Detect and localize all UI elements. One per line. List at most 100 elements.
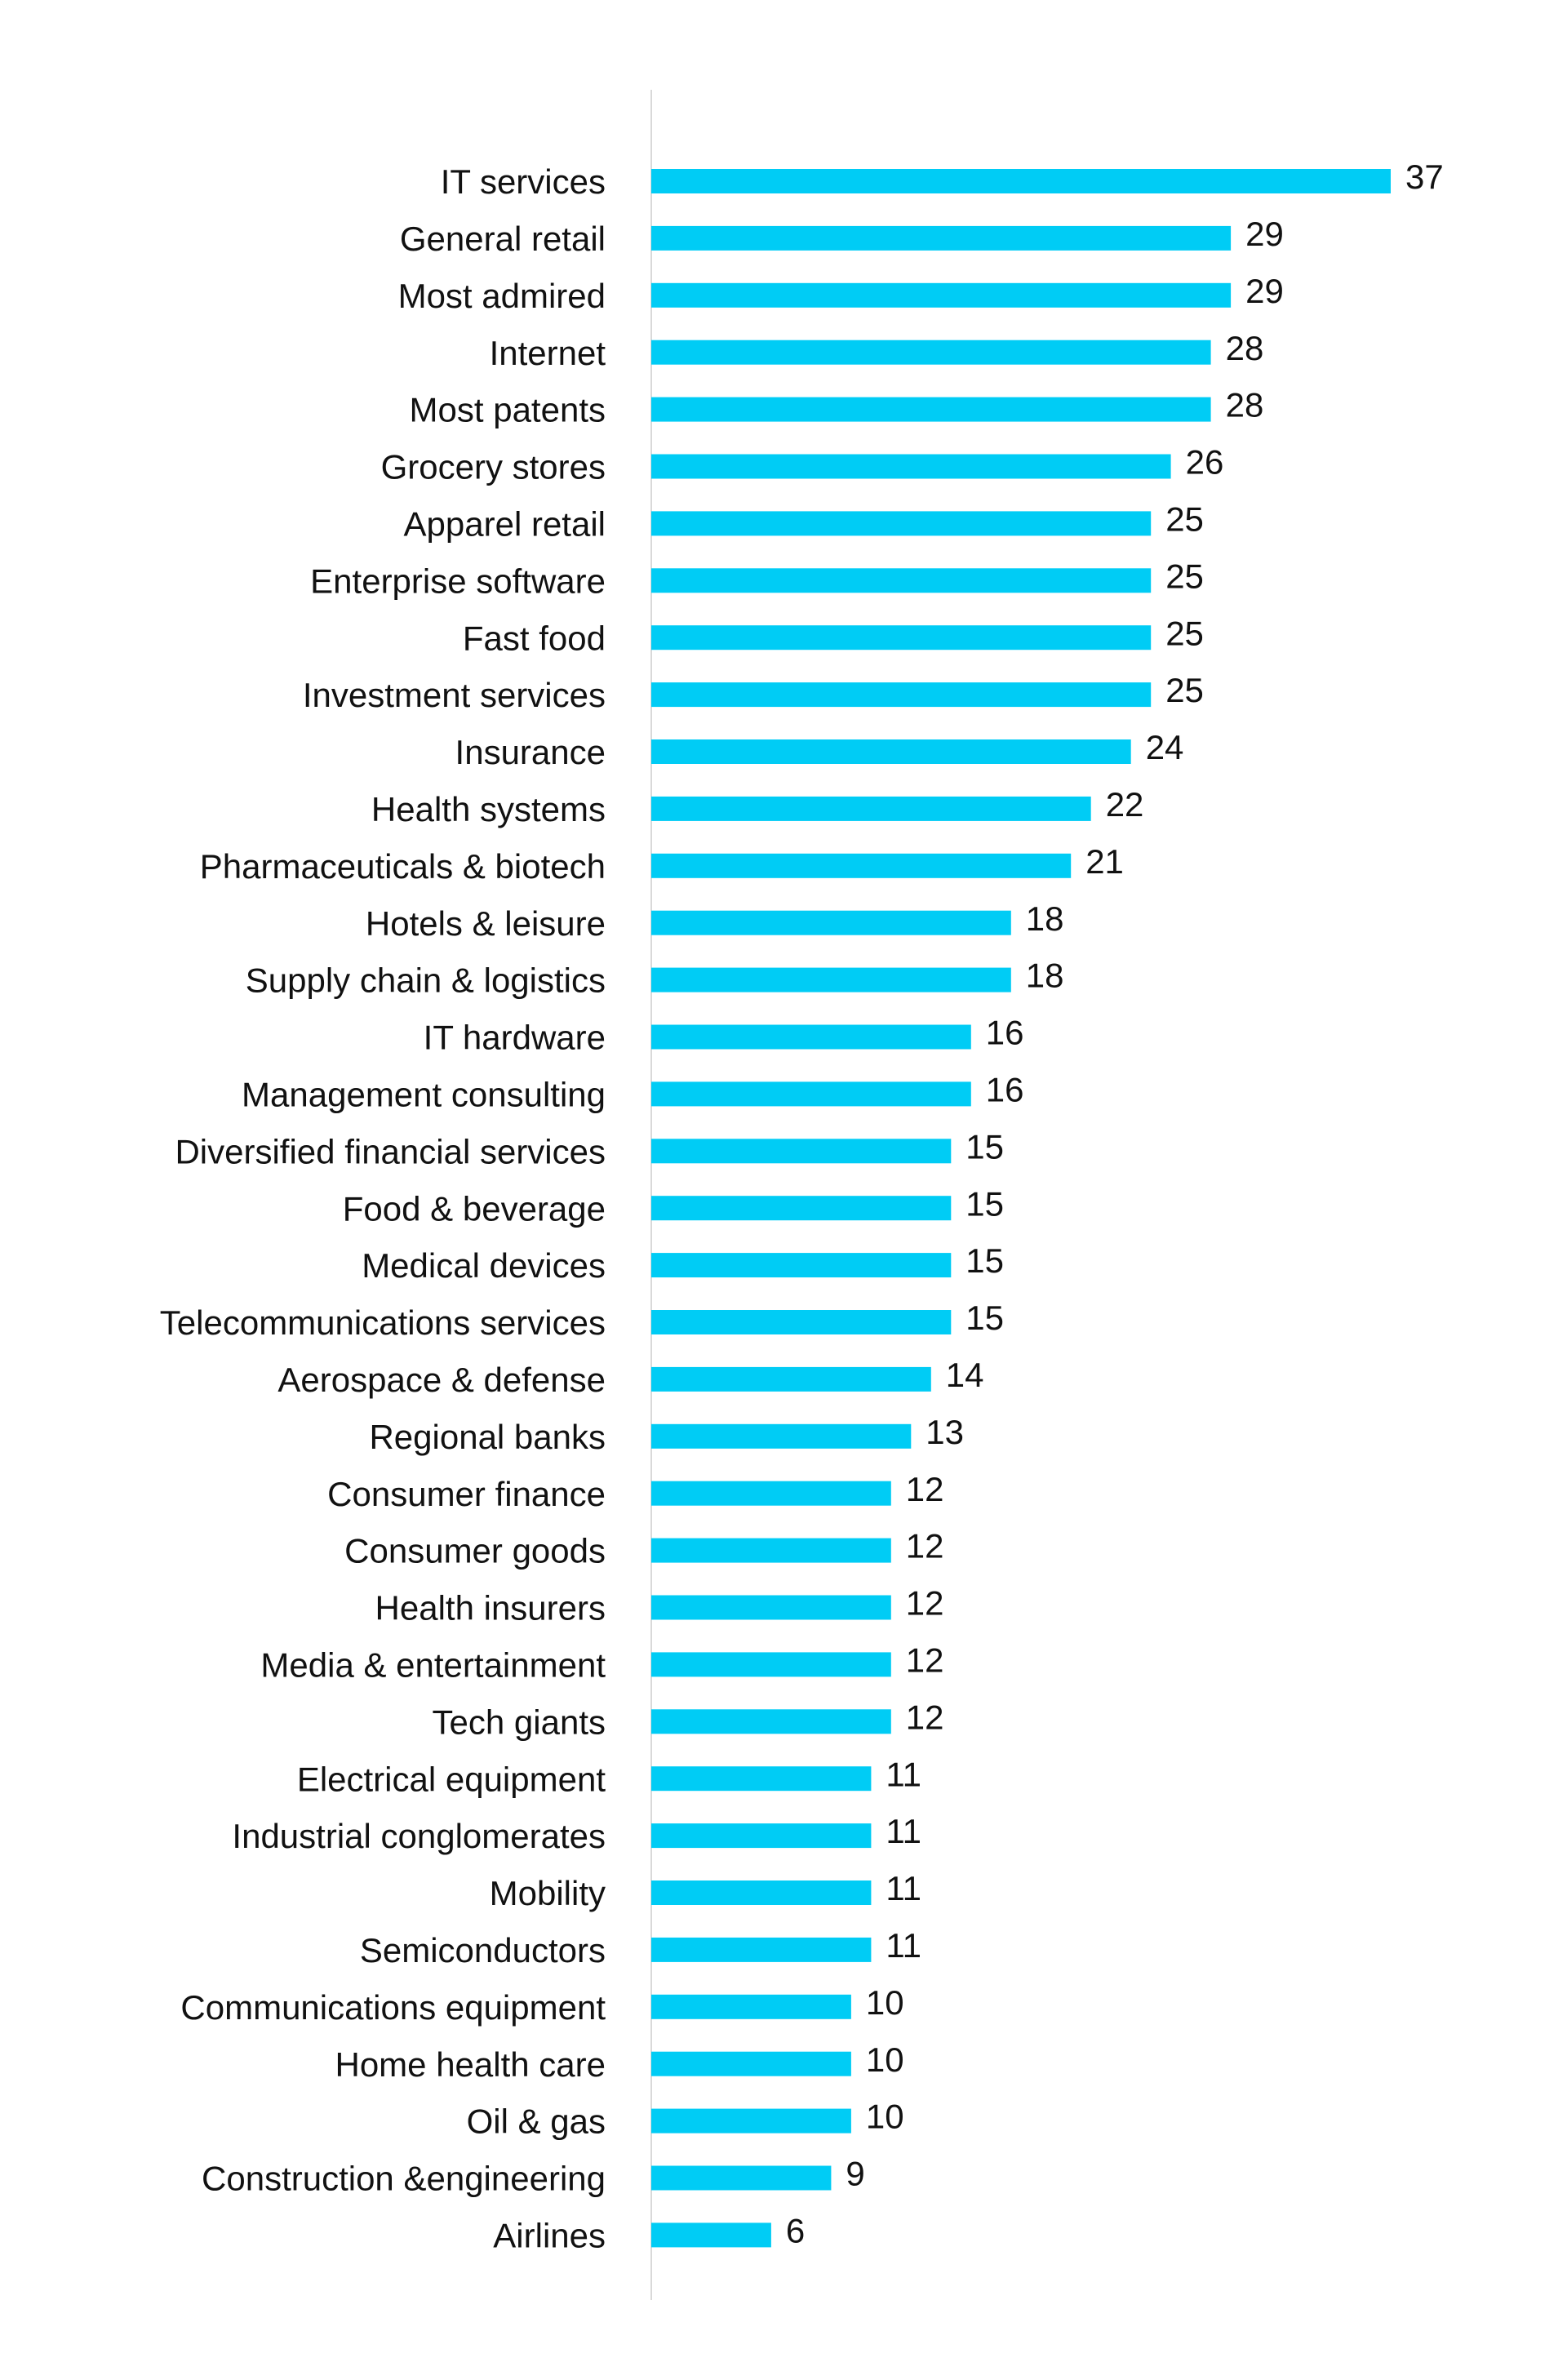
- value-label: 16: [986, 1070, 1024, 1108]
- bar: [651, 625, 1152, 651]
- value-label: 11: [886, 1812, 921, 1850]
- value-label: 11: [886, 1755, 921, 1793]
- value-label: 29: [1245, 215, 1284, 253]
- bar: [651, 2165, 832, 2191]
- value-label: 26: [1186, 443, 1224, 482]
- value-label: 15: [966, 1299, 1004, 1337]
- bar: [651, 2108, 851, 2134]
- category-label: Medical devices: [362, 1246, 606, 1285]
- bar: [651, 282, 1232, 308]
- bar: [651, 511, 1152, 536]
- value-label: 12: [906, 1470, 944, 1508]
- value-label: 9: [846, 2155, 864, 2193]
- category-label: Telecommunications services: [160, 1303, 606, 1342]
- category-label: Consumer finance: [327, 1475, 606, 1513]
- category-label: Regional banks: [369, 1418, 606, 1456]
- value-label: 37: [1405, 158, 1444, 196]
- category-label: IT services: [441, 162, 606, 201]
- bar: [651, 1709, 891, 1734]
- bar: [651, 1538, 891, 1563]
- category-label: Home health care: [335, 2045, 606, 2084]
- bar: [651, 1253, 952, 1278]
- bar: [651, 169, 1391, 193]
- value-labels-group: 3729292828262525252524222118181616151515…: [786, 158, 1444, 2249]
- bar: [651, 1481, 891, 1506]
- category-labels-group: IT services General retail Most admired Int…: [160, 162, 606, 2254]
- category-label: Construction &engineering: [202, 2160, 606, 2198]
- bar: [651, 2051, 851, 2076]
- bar: [651, 739, 1131, 764]
- bar: [651, 1937, 872, 1962]
- bar: [651, 796, 1091, 821]
- category-label: Pharmaceuticals & biotech: [200, 847, 606, 886]
- value-label: 18: [1026, 957, 1064, 995]
- value-label: 12: [906, 1584, 944, 1623]
- bar: [651, 853, 1072, 878]
- value-label: 25: [1165, 614, 1204, 652]
- value-label: 25: [1165, 500, 1204, 538]
- bar: [651, 910, 1011, 935]
- bar: [651, 1139, 952, 1164]
- value-label: 11: [886, 1869, 921, 1907]
- category-label: Supply chain & logistics: [246, 961, 606, 1000]
- value-label: 22: [1106, 785, 1144, 824]
- category-label: Electrical equipment: [297, 1760, 606, 1798]
- value-label: 24: [1146, 728, 1184, 766]
- bar: [651, 568, 1152, 593]
- category-label: IT hardware: [424, 1019, 606, 1057]
- bar: [651, 397, 1211, 422]
- value-label: 14: [946, 1356, 984, 1394]
- bars-group: [651, 169, 1391, 2248]
- bar: [651, 1880, 872, 1905]
- category-label: Most admired: [398, 277, 606, 315]
- value-label: 15: [966, 1184, 1004, 1223]
- bar: [651, 1081, 971, 1107]
- bar: [651, 1423, 912, 1449]
- bar: [651, 1652, 891, 1677]
- bar: [651, 1766, 872, 1792]
- category-label: Apparel retail: [404, 504, 606, 543]
- value-label: 15: [966, 1127, 1004, 1166]
- value-label: 10: [866, 2040, 904, 2079]
- bar: [651, 1994, 851, 2019]
- value-label: 12: [906, 1527, 944, 1565]
- category-label: Insurance: [455, 733, 606, 771]
- category-label: Investment services: [303, 676, 606, 714]
- bar: [651, 454, 1171, 479]
- bar: [651, 1196, 952, 1221]
- value-label: 28: [1226, 329, 1264, 367]
- value-label: 6: [786, 2211, 805, 2249]
- category-label: General retail: [400, 220, 606, 258]
- category-label: Diversified financial services: [175, 1132, 606, 1170]
- category-label: Media & entertainment: [260, 1645, 606, 1684]
- bar: [651, 1024, 971, 1050]
- value-label: 18: [1026, 899, 1064, 938]
- bar: [651, 1595, 891, 1620]
- category-label: Fast food: [463, 619, 606, 657]
- value-label: 10: [866, 2098, 904, 2136]
- category-label: Food & beverage: [343, 1189, 606, 1228]
- bar: [651, 2222, 771, 2248]
- category-label: Tech giants: [433, 1703, 606, 1741]
- category-label: Health systems: [371, 790, 606, 828]
- value-label: 12: [906, 1698, 944, 1736]
- value-label: 15: [966, 1241, 1004, 1280]
- category-label: Industrial conglomerates: [232, 1817, 606, 1855]
- category-label: Most patents: [410, 391, 606, 429]
- category-label: Enterprise software: [310, 562, 606, 600]
- value-label: 10: [866, 1983, 904, 2022]
- value-label: 16: [986, 1014, 1024, 1052]
- category-label: Oil & gas: [467, 2102, 606, 2141]
- category-label: Consumer goods: [344, 1532, 606, 1570]
- bar: [651, 682, 1152, 708]
- bar: [651, 967, 1011, 992]
- category-label: Internet: [490, 334, 606, 372]
- value-label: 11: [886, 1926, 921, 1965]
- category-label: Management consulting: [242, 1075, 606, 1113]
- bar: [651, 1366, 931, 1392]
- bar: [651, 1823, 872, 1849]
- value-label: 12: [906, 1641, 944, 1679]
- category-label: Grocery stores: [381, 448, 606, 486]
